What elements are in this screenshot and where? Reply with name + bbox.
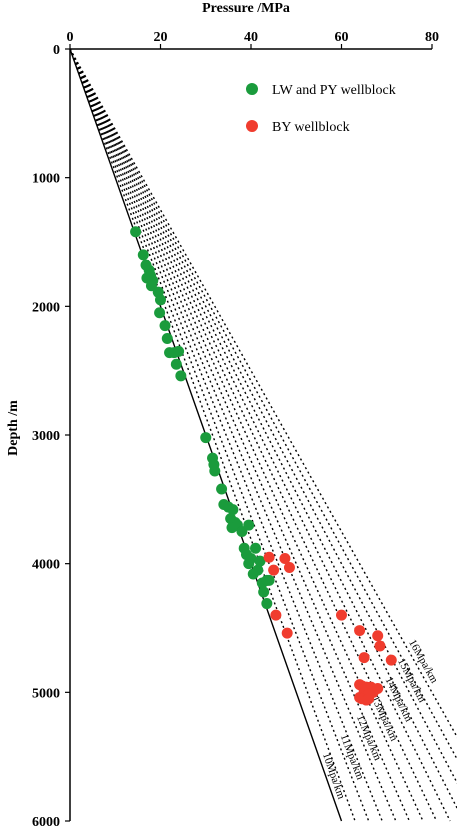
data-point [155,294,166,306]
legend-marker [246,120,258,132]
data-point [358,652,370,664]
y-tick-label: 5000 [32,686,60,701]
data-point [374,640,386,652]
y-tick-label: 3000 [32,429,60,444]
x-tick-label: 80 [425,30,439,45]
x-tick-label: 20 [154,30,168,45]
x-axis-title: Pressure /MPa [202,1,290,16]
data-point [283,562,295,574]
data-point [254,555,266,567]
legend-label: BY wellblock [272,120,350,135]
gradient-line-minor [69,48,411,822]
y-tick-label: 2000 [32,300,60,315]
data-point [137,249,149,261]
data-points [130,226,397,706]
data-point [263,551,275,563]
y-tick-label: 6000 [32,815,60,829]
data-point [279,553,291,565]
gradient-line-minor [69,48,383,822]
data-point [258,586,270,598]
gradient-label: 10Mpa/km [320,751,347,801]
data-point [243,558,255,570]
data-point [200,432,212,444]
data-point [216,483,228,495]
gradient-line [69,48,424,822]
gradient-line [69,48,370,822]
gradient-line-minor [69,48,356,822]
y-tick-label: 1000 [32,172,60,187]
data-point [243,519,255,531]
x-tick-label: 0 [67,30,74,45]
data-point [130,226,142,238]
gradient-lines [69,48,457,822]
data-point [159,320,171,332]
legend: LW and PY wellblock BY wellblock [246,83,396,135]
data-point [268,564,280,576]
data-point [270,609,282,621]
data-point [247,568,259,580]
data-point [363,693,375,705]
data-point [261,598,273,610]
data-point [227,504,239,516]
gradient-labels: 10Mpa/km11Mpa/km12Mpa/km13Mpa/km14Mpa/km… [320,637,441,801]
gradient-line [69,48,397,822]
data-point [385,654,397,666]
y-tick-label: 4000 [32,558,60,573]
data-point [173,345,185,357]
legend-marker [246,83,258,95]
gradient-line [69,48,457,785]
x-tick-label: 60 [335,30,349,45]
data-point [161,333,173,344]
data-point [263,574,275,586]
data-point [354,625,366,637]
data-point [170,358,182,370]
y-tick-label: 0 [53,43,60,58]
legend-label: LW and PY wellblock [272,83,396,98]
y-axis-title: Depth /m [6,400,21,456]
y-axis-ticks: 0 1000 2000 3000 4000 5000 6000 [32,43,70,829]
data-point [250,542,262,554]
gradient-line-minor [69,48,457,761]
data-point [336,609,347,621]
data-point [154,307,166,319]
data-point [372,630,384,642]
data-point [281,627,293,639]
gradient-line [69,48,451,822]
data-point [209,465,221,477]
data-point [175,370,187,382]
x-tick-label: 40 [244,30,258,45]
x-axis-ticks: 0 20 40 60 80 [67,30,439,49]
